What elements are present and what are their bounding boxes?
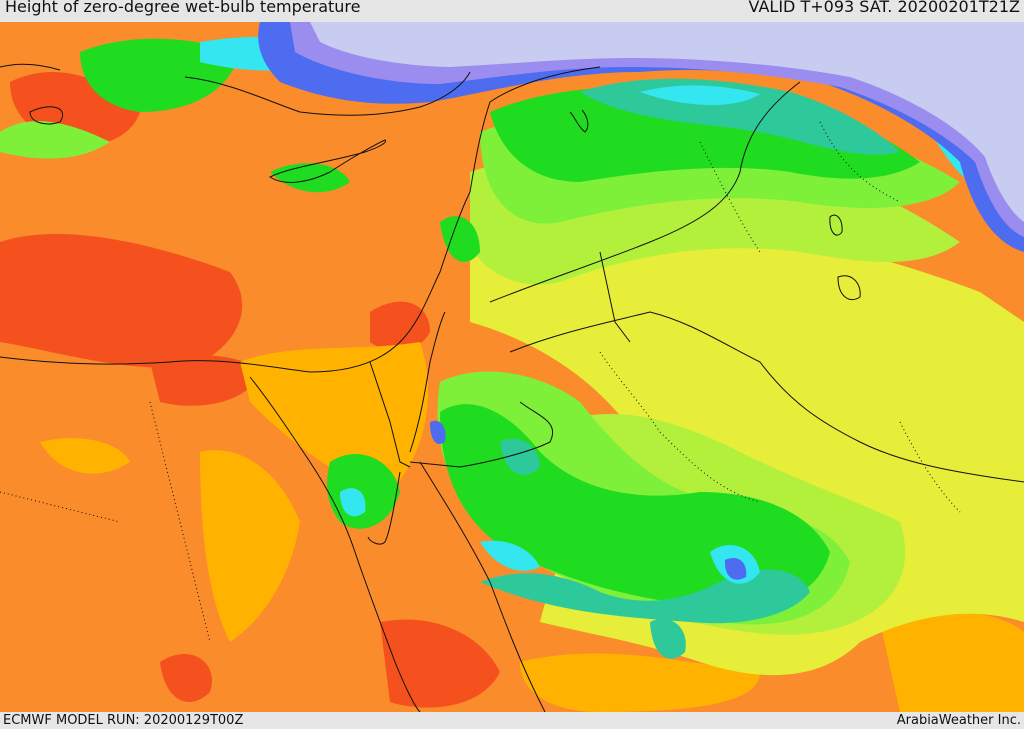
header-bar: Height of zero-degree wet-bulb temperatu… <box>0 0 1024 22</box>
model-run-label: ECMWF MODEL RUN: 20200129T00Z <box>3 713 244 728</box>
valid-time: VALID T+093 SAT. 20200201T21Z <box>748 0 1020 16</box>
coastlines <box>0 63 1024 712</box>
map-title: Height of zero-degree wet-bulb temperatu… <box>5 0 361 16</box>
weather-map <box>0 22 1024 712</box>
footer-bar: ECMWF MODEL RUN: 20200129T00Z ArabiaWeat… <box>0 712 1024 729</box>
lavender-zones <box>290 22 1024 237</box>
credit-label: ArabiaWeather Inc. <box>896 713 1021 728</box>
internal-borders <box>0 121 961 643</box>
